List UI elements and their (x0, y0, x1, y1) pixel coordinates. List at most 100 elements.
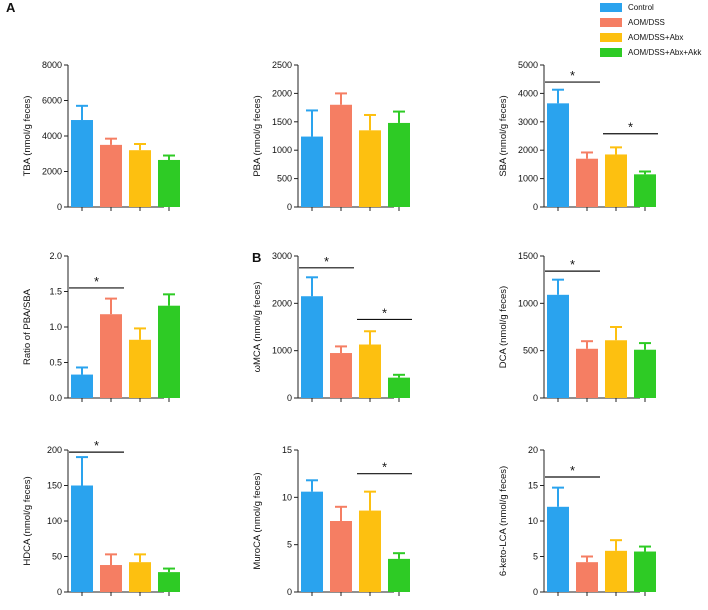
significance-star: * (570, 68, 575, 83)
y-tick-label: 2000 (518, 145, 538, 155)
y-tick-label: 8000 (42, 60, 62, 70)
legend-swatch-aom-dss-abx (600, 33, 622, 42)
y-axis-label: PBA (nmol/g feces) (252, 95, 263, 176)
hdca-chart: 0 50 100 150 200 HDCA (nmol/g feces) * (22, 438, 180, 597)
bar-control (71, 120, 93, 207)
bar-aom-dss-abx-akk (634, 551, 656, 592)
bar-aom-dss-abx (359, 344, 381, 398)
y-tick-label: 1000 (272, 145, 292, 155)
y-axis-label: MuroCA (nmol/g feces) (252, 472, 263, 569)
dca-chart: 0 500 1000 1500 DCA (nmol/g feces) * (498, 251, 656, 403)
y-tick-label: 0 (287, 202, 292, 212)
y-tick-label: 2000 (272, 88, 292, 98)
bar-aom-dss (100, 144, 122, 207)
significance-star: * (570, 257, 575, 272)
bar-aom-dss-abx-akk (388, 558, 410, 592)
y-tick-label: 0.5 (49, 358, 62, 368)
y-tick-label: 5 (533, 552, 538, 562)
bar-control (301, 491, 323, 592)
y-tick-label: 2000 (272, 298, 292, 308)
y-tick-label: 6000 (42, 96, 62, 106)
bar-aom-dss (576, 158, 598, 207)
bar-aom-dss (576, 562, 598, 592)
significance-star: * (570, 463, 575, 478)
bar-aom-dss-abx-akk (388, 122, 410, 207)
legend: Control AOM/DSS AOM/DSS+Abx AOM/DSS+Abx+… (600, 0, 701, 60)
y-tick-label: 10 (528, 516, 538, 526)
bar-control (547, 294, 569, 398)
y-tick-label: 200 (47, 445, 62, 455)
muroca-chart: 0 5 10 15 MuroCA (nmol/g feces) * (252, 445, 412, 597)
bar-aom-dss-abx-akk (634, 174, 656, 207)
bar-aom-dss-abx-akk (388, 377, 410, 398)
bar-control (547, 103, 569, 207)
y-tick-label: 0 (287, 393, 292, 403)
y-tick-label: 2500 (272, 60, 292, 70)
bar-aom-dss-abx (129, 339, 151, 398)
bar-aom-dss (100, 314, 122, 398)
y-tick-label: 5 (287, 540, 292, 550)
bar-aom-dss-abx (359, 510, 381, 592)
y-tick-label: 1500 (272, 117, 292, 127)
bar-control (71, 485, 93, 592)
legend-label-aom-dss-abx: AOM/DSS+Abx (628, 32, 684, 42)
bar-aom-dss-abx (129, 150, 151, 207)
legend-entry-aom-dss-abx: AOM/DSS+Abx (600, 30, 701, 45)
y-axis-label: HDCA (nmol/g feces) (22, 476, 33, 565)
bar-aom-dss-abx (359, 130, 381, 207)
y-tick-label: 4000 (42, 131, 62, 141)
y-tick-label: 0 (533, 202, 538, 212)
bar-control (547, 506, 569, 592)
significance-star: * (382, 460, 387, 475)
y-tick-label: 1000 (518, 298, 538, 308)
bar-aom-dss (576, 348, 598, 398)
pba-sba-ratio-chart: 0.0 0.5 1.0 1.5 2.0 Ratio of PBA/SBA * (22, 251, 180, 403)
bar-aom-dss-abx-akk (158, 159, 180, 207)
y-tick-label: 2.0 (49, 251, 62, 261)
y-tick-label: 0 (57, 202, 62, 212)
y-tick-label: 4000 (518, 88, 538, 98)
y-tick-label: 0 (533, 393, 538, 403)
y-tick-label: 1.5 (49, 287, 62, 297)
significance-star: * (628, 120, 633, 135)
y-tick-label: 1500 (518, 251, 538, 261)
y-tick-label: 5000 (518, 60, 538, 70)
legend-swatch-aom-dss-abx-akk (600, 48, 622, 57)
y-axis-label: ωMCA (nmol/g feces) (252, 282, 263, 373)
significance-star: * (382, 305, 387, 320)
significance-star: * (94, 274, 99, 289)
y-tick-label: 3000 (518, 117, 538, 127)
tba-chart: 0 2000 4000 6000 8000 TBA (nmol/g feces) (22, 60, 180, 212)
y-axis-label: DCA (nmol/g feces) (498, 286, 509, 368)
omega-mca-chart: 0 1000 2000 3000 ωMCA (nmol/g feces) * * (252, 251, 412, 403)
bar-control (301, 136, 323, 207)
significance-star: * (324, 254, 329, 269)
bar-aom-dss-abx (129, 562, 151, 592)
significance-star: * (94, 438, 99, 453)
bar-aom-dss-abx (605, 340, 627, 398)
bar-aom-dss (330, 104, 352, 207)
y-tick-label: 10 (282, 492, 292, 502)
y-tick-label: 15 (282, 445, 292, 455)
bar-aom-dss (100, 565, 122, 592)
y-tick-label: 500 (277, 174, 292, 184)
y-axis-label: TBA (nmol/g feces) (22, 96, 33, 177)
y-tick-label: 50 (52, 552, 62, 562)
legend-label-aom-dss-abx-akk: AOM/DSS+Abx+Akk (628, 47, 702, 57)
y-tick-label: 0 (57, 587, 62, 597)
bar-control (301, 296, 323, 398)
bar-aom-dss (330, 353, 352, 398)
y-tick-label: 20 (528, 445, 538, 455)
bar-aom-dss-abx-akk (158, 572, 180, 592)
y-tick-label: 0 (287, 587, 292, 597)
pba-chart: 0 500 1000 1500 2000 2500 PBA (nmol/g feces) (252, 60, 410, 212)
y-tick-label: 15 (528, 481, 538, 491)
legend-entry-aom-dss: AOM/DSS (600, 15, 701, 30)
bar-aom-dss-abx-akk (158, 305, 180, 398)
y-tick-label: 100 (47, 516, 62, 526)
legend-label-control: Control (628, 2, 654, 12)
y-tick-label: 3000 (272, 251, 292, 261)
panel-label-a: A (6, 0, 16, 15)
y-tick-label: 1.0 (49, 322, 62, 332)
y-axis-label: Ratio of PBA/SBA (22, 288, 33, 365)
